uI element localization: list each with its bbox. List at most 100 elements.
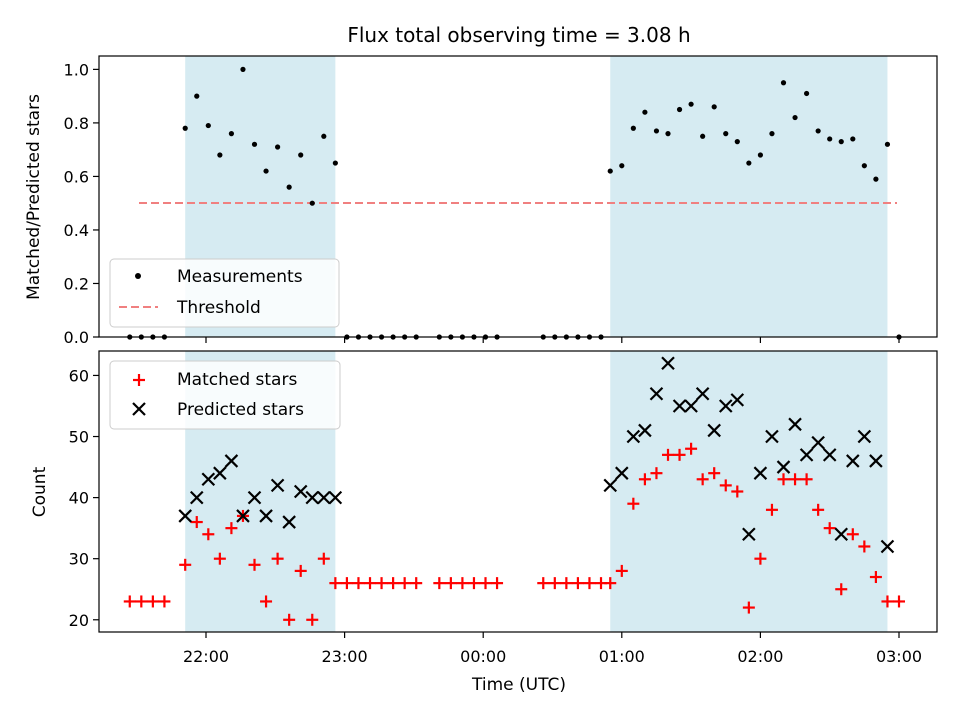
matched-star-point [433,577,446,590]
matched-star-point [604,577,617,590]
matched-star-point [213,552,226,565]
predicted-star-point [776,460,791,474]
predicted-star-point [846,454,860,468]
matched-star-point [479,577,492,590]
matched-star-point [260,595,273,608]
predicted-star-point [753,466,768,480]
predicted-star-point [259,509,273,523]
measurement-point [309,200,315,206]
measurement-point [804,90,810,97]
x-axis-label: Time (UTC) [471,675,566,695]
predicted-legend-marker [132,402,146,416]
matched-star-point [352,577,365,590]
measurement-point [769,131,775,137]
predicted-star-point [282,515,296,529]
x-tick-label: 22:00 [183,647,229,666]
matched-star-point [858,540,871,553]
measurement-point [286,184,292,190]
bottom-star-points [123,356,905,626]
matched-star-point [731,485,744,498]
matched-star-point [893,595,905,608]
matched-star-point [765,503,778,516]
measurement-point [711,104,717,110]
bottom-legend-box [109,360,341,430]
matched-star-point [306,613,319,626]
predicted-star-point [672,399,687,413]
predicted-star-point [684,399,698,413]
matched-star-point [685,442,698,455]
predicted-star-point [224,454,239,468]
matched-star-point [398,577,411,590]
matched-star-point [202,528,215,541]
top-y-tick-label: 0.0 [64,328,89,347]
matched-star-point [225,522,238,535]
matched-star-point [444,577,457,590]
measurement-point [642,109,648,115]
matched-star-point [329,577,342,590]
measurement-point [792,114,798,121]
matched-star-point [271,552,284,565]
matched-star-point [146,595,159,608]
predicted-star-point [649,386,664,401]
matched-star-point [638,473,651,486]
predicted-star-point [638,423,652,438]
measurement-point [298,152,304,158]
predicted-star-point [869,454,883,468]
predicted-star-point [201,472,216,487]
x-tick-label: 03:00 [876,647,922,666]
matched-star-point [881,595,894,608]
predicted-star-point [788,417,802,432]
measurement-point [873,176,879,182]
measurement-point [665,131,671,137]
measurement-point [723,131,729,137]
matched-star-point [673,448,686,461]
matched-star-point [467,577,480,590]
matched-star-point [650,467,663,480]
matched-star-point [800,473,813,486]
measurement-point [827,136,833,142]
matched-star-point [548,577,561,590]
measurement-point [780,80,787,86]
top-legend-box [109,258,340,328]
predicted-star-point [742,527,756,542]
top-shaded-interval-2 [610,56,888,337]
matched-star-point [283,613,296,626]
matched-star-point [387,577,400,590]
top-y-axis-label: Matched/Predicted stars [24,94,44,300]
matched-star-point [812,503,825,516]
matched-star-point [364,577,377,590]
matched-star-point [158,595,171,608]
bottom-y-tick-label: 30 [69,550,89,569]
matched-star-point [456,577,469,590]
predicted-star-point [799,448,814,462]
measurement-point [321,133,327,139]
measurement-point [332,160,338,166]
matched-star-point [317,552,330,565]
matched-star-point [537,577,550,590]
predicted-star-point [247,490,262,505]
measurement-point [861,163,867,169]
matched-star-point [742,601,755,614]
matched-star-point [294,564,307,577]
measurement-point [194,93,200,99]
top-y-ticks: 0.0 0.2 0.4 0.6 0.8 1.0 [64,60,99,347]
matched-star-point [869,571,882,584]
matched-star-point [340,577,353,590]
bottom-y-tick-label: 50 [69,428,89,447]
matched-star-point [719,479,732,492]
top-shaded-intervals [185,56,888,337]
matched-star-point [123,595,136,608]
top-y-tick-label: 0.4 [64,221,89,240]
x-tick-label: 02:00 [737,647,783,666]
measurement-point [884,141,891,147]
matched-star-point [823,522,836,535]
predicted-star-point [695,386,710,401]
bottom-x-ticks: 22:00 23:00 00:00 01:00 02:00 03:00 [183,632,922,666]
x-tick-label: 23:00 [322,647,368,666]
measurement-point [205,122,211,129]
predicted-star-point [317,490,331,505]
bottom-axes-frame [98,350,938,633]
predicted-star-point [189,490,204,505]
predicted-star-point [765,429,779,444]
